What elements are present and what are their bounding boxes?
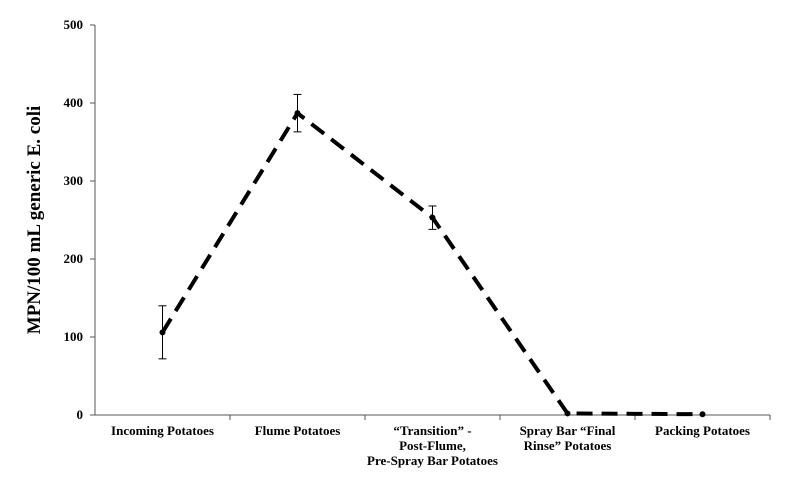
x-tick-label: Spray Bar “Final: [520, 423, 616, 438]
x-tick-label: Post-Flume,: [399, 438, 466, 453]
data-line: [160, 110, 703, 417]
y-tick-label: 100: [64, 329, 84, 344]
y-tick-label: 500: [64, 17, 84, 32]
x-tick-label: Incoming Potatoes: [111, 423, 214, 438]
data-point: [564, 410, 571, 417]
data-point: [159, 329, 166, 336]
data-point: [294, 110, 301, 117]
y-tick-label: 400: [64, 95, 84, 110]
y-axis-label: MPN/100 mL generic E. coli: [24, 106, 45, 334]
data-point: [699, 411, 706, 418]
y-tick-label: 0: [77, 407, 84, 422]
y-tick-label: 300: [64, 173, 84, 188]
data-point: [429, 214, 436, 221]
x-tick-label: “Transition” -: [393, 423, 471, 438]
x-tick-label: Rinse” Potatoes: [524, 438, 612, 453]
x-tick-label: Flume Potatoes: [255, 423, 341, 438]
y-tick-label: 200: [64, 251, 84, 266]
x-tick-label: Pre-Spray Bar Potatoes: [367, 453, 498, 468]
x-tick-label: Packing Potatoes: [655, 423, 750, 438]
